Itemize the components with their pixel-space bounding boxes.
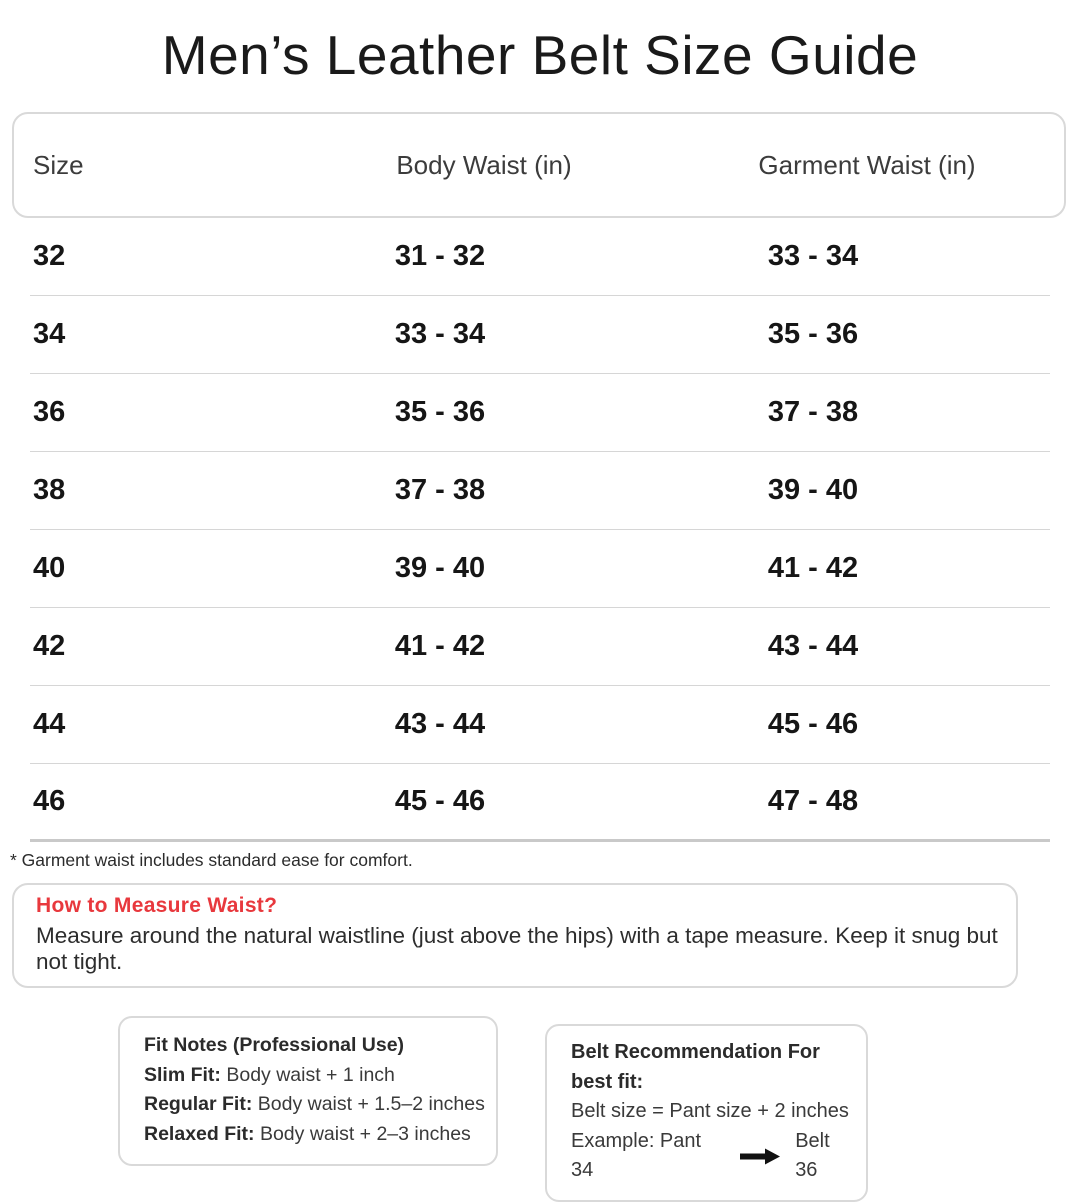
table-row: 36 35 - 36 37 - 38 [30,374,1050,452]
body-waist-cell: 41 - 42 [394,630,486,662]
how-to-measure-title: How to Measure Waist? [36,894,278,917]
size-cell: 46 [33,785,66,817]
size-cell: 38 [33,474,66,506]
fit-note-text: Body waist + 2–3 inches [254,1122,471,1145]
belt-example-line: Example: Pant 34 Belt 36 [571,1127,856,1186]
table-row: 46 45 - 46 47 - 48 [30,764,1050,842]
garment-waist-footnote: * Garment waist includes standard ease f… [10,850,413,870]
header-size: Size [33,149,84,180]
how-to-measure-text: Measure around the natural waistline (ju… [36,923,998,974]
table-row: 44 43 - 44 45 - 46 [30,686,1050,764]
table-row: 34 33 - 34 35 - 36 [30,296,1050,374]
size-cell: 32 [33,240,66,272]
size-cell: 36 [33,396,66,428]
garment-waist-cell: 45 - 46 [767,708,859,740]
header-garment-waist: Garment Waist (in) [758,149,976,180]
right-arrow-icon [739,1148,781,1165]
size-table: 32 31 - 32 33 - 34 34 33 - 34 35 - 36 36… [30,218,1050,842]
garment-waist-cell: 43 - 44 [767,630,859,662]
fit-note-slim: Slim Fit: Body waist + 1 inch [144,1061,486,1091]
belt-recommendation-title: Belt Recommendation For best fit: [571,1041,820,1093]
garment-waist-cell: 37 - 38 [767,396,859,428]
size-cell: 44 [33,708,66,740]
garment-waist-cell: 47 - 48 [767,785,859,817]
belt-recommendation-box: Belt Recommendation For best fit: Belt s… [545,1024,868,1202]
fit-notes-box: Fit Notes (Professional Use) Slim Fit: B… [118,1016,498,1166]
fit-note-text: Body waist + 1.5–2 inches [252,1093,485,1115]
table-row: 32 31 - 32 33 - 34 [30,218,1050,296]
size-cell: 34 [33,318,66,350]
body-waist-cell: 45 - 46 [394,785,486,817]
fit-note-regular: Regular Fit: Body waist + 1.5–2 inches [144,1090,486,1120]
body-waist-cell: 35 - 36 [394,396,486,428]
body-waist-cell: 33 - 34 [394,318,486,350]
table-row: 42 41 - 42 43 - 44 [30,608,1050,686]
table-row: 40 39 - 40 41 - 42 [30,530,1050,608]
belt-formula: Belt size = Pant size + 2 inches [571,1100,849,1122]
page-title: Men’s Leather Belt Size Guide [161,24,919,86]
body-waist-cell: 31 - 32 [394,240,486,272]
fit-note-label: Relaxed Fit: [144,1122,255,1145]
size-cell: 42 [33,630,66,662]
body-waist-cell: 43 - 44 [394,708,486,740]
garment-waist-cell: 33 - 34 [767,240,859,272]
garment-waist-cell: 35 - 36 [767,318,859,350]
garment-waist-cell: 41 - 42 [767,552,859,584]
bottom-cards: Fit Notes (Professional Use) Slim Fit: B… [118,1016,1080,1202]
how-to-measure-box: How to Measure Waist? Measure around the… [12,883,1018,988]
size-cell: 40 [33,552,66,584]
header-body-waist: Body Waist (in) [396,149,572,180]
fit-notes-title: Fit Notes (Professional Use) [144,1034,405,1056]
belt-example-suffix: Belt 36 [795,1129,830,1182]
table-row: 38 37 - 38 39 - 40 [30,452,1050,530]
fit-note-label: Slim Fit: [144,1063,221,1086]
garment-waist-cell: 39 - 40 [767,474,859,506]
table-header: Size Body Waist (in) Garment Waist (in) [12,112,1066,218]
fit-note-text: Body waist + 1 inch [220,1063,395,1086]
body-waist-cell: 37 - 38 [394,474,486,506]
fit-note-label: Regular Fit: [144,1093,253,1115]
body-waist-cell: 39 - 40 [394,552,486,584]
fit-note-relaxed: Relaxed Fit: Body waist + 2–3 inches [144,1120,486,1150]
belt-example-prefix: Example: Pant 34 [571,1129,702,1182]
